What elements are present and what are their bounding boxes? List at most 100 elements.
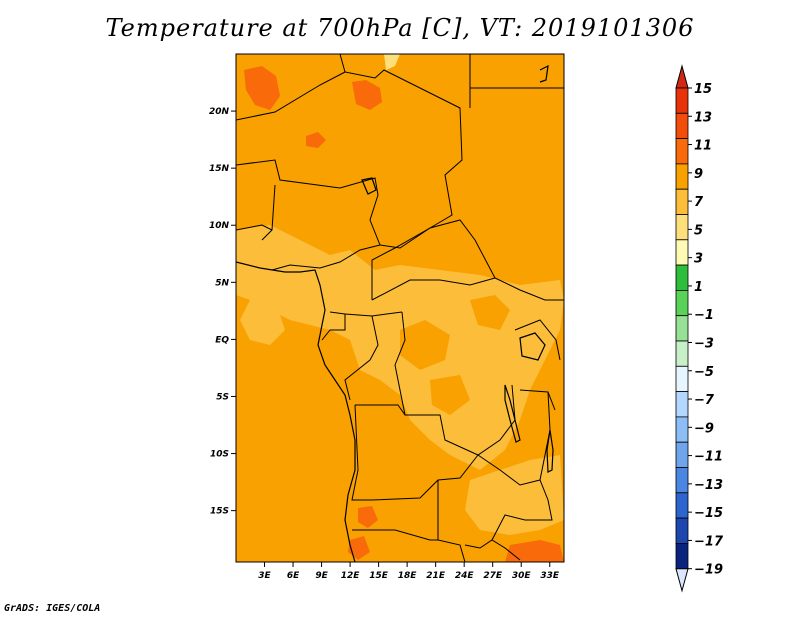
lat-tick-label: 15N: [209, 164, 230, 174]
colorbar-swatch: [675, 138, 689, 165]
border-line: [464, 539, 521, 561]
colorbar-label: 11: [694, 139, 712, 154]
map-frame: [235, 53, 565, 563]
colorbar-swatch: [675, 340, 689, 367]
lon-tick-label: 24E: [455, 571, 475, 581]
colorbar-bottom-arrow: [675, 568, 689, 593]
border-line: [351, 404, 479, 501]
border-line: [329, 311, 403, 317]
colorbar-swatch: [675, 492, 689, 519]
border-line: [321, 314, 346, 341]
hot-patch-sahara-west: [244, 66, 280, 110]
lon-tick-label: 9E: [315, 571, 328, 581]
colorbar-label: 7: [694, 195, 704, 210]
colorbar-label: −11: [694, 450, 723, 465]
border-line: [437, 480, 466, 562]
border-line: [344, 315, 379, 401]
lake-victoria: [519, 332, 546, 361]
longitude-axis: 3E 6E 9E 12E 15E 18E 21E 24E 27E 30E 33E: [258, 562, 560, 581]
border-line: [514, 319, 561, 361]
red-sea-coast: [539, 64, 549, 83]
temperature-shading: [236, 54, 564, 562]
colorbar-swatch: [675, 239, 689, 266]
coastlines: [236, 64, 554, 562]
colorbar-label: 3: [694, 252, 703, 267]
hot-patch-southeast: [505, 540, 564, 562]
colorbar-label: −5: [694, 365, 714, 380]
border-line: [236, 159, 381, 271]
colorbar-top-arrow: [675, 64, 689, 89]
colorbar: 15 13 11 9 7 5 3 1 −1 −3 −5 −7 −9 −11 −13 −15 −17 −19: [675, 64, 724, 593]
colorbar-swatch: [675, 264, 689, 291]
colorbar-label: −17: [694, 534, 724, 549]
lon-tick-label: 27E: [483, 571, 503, 581]
colorbar-swatch: [675, 315, 689, 342]
lat-tick-label: 10S: [210, 450, 229, 460]
lat-tick-label: 20N: [209, 107, 230, 117]
colorbar-label: −1: [694, 308, 714, 323]
hot-patch-namibia: [348, 536, 370, 560]
border-line: [236, 71, 346, 121]
colorbar-swatch: [675, 87, 689, 114]
lake-chad: [361, 177, 377, 195]
colorbar-swatch: [675, 214, 689, 241]
colorbar-label: −19: [694, 563, 723, 578]
colorbar-label: −9: [694, 421, 714, 436]
lon-tick-label: 15E: [369, 571, 389, 581]
lon-tick-label: 21E: [426, 571, 446, 581]
coastline: [236, 261, 356, 562]
hot-patch-south: [430, 375, 470, 415]
lon-tick-label: 6E: [287, 571, 300, 581]
colorbar-label: −15: [694, 506, 723, 521]
colorbar-swatch: [675, 188, 689, 215]
border-line: [355, 404, 406, 416]
hot-patch-angola: [358, 506, 378, 528]
border-line: [371, 277, 496, 301]
cool-patch-north: [384, 54, 400, 70]
lake-tanganyika: [504, 384, 521, 443]
warm-region-south-east: [465, 455, 564, 535]
colorbar-label: 13: [694, 110, 712, 125]
colorbar-swatch: [675, 543, 689, 570]
colorbar-label: −7: [694, 393, 715, 408]
lat-tick-label: 5S: [216, 392, 229, 402]
warm-region-congo: [240, 300, 285, 345]
lat-tick-label: 15S: [210, 507, 229, 517]
hot-patch-central: [400, 320, 450, 370]
hot-patch-sahara-small: [306, 132, 326, 148]
colorbar-swatch: [675, 441, 689, 468]
lon-tick-label: 3E: [258, 571, 271, 581]
colorbar-swatch: [675, 391, 689, 418]
border-line: [379, 219, 564, 301]
colorbar-swatch: [675, 289, 689, 317]
colorbar-swatch: [675, 467, 689, 494]
lat-tick-label: 5N: [215, 278, 229, 288]
lon-tick-label: 33E: [540, 571, 560, 581]
colorbar-swatch: [675, 365, 689, 392]
border-line: [236, 224, 273, 231]
colorbar-label: −13: [694, 478, 723, 493]
colorbar-label: 15: [694, 82, 712, 97]
lake-malawi: [546, 429, 554, 473]
colorbar-label: −3: [694, 336, 714, 351]
footer-credit: GrADS: IGES/COLA: [4, 603, 101, 614]
colorbar-swatch: [675, 517, 689, 544]
border-line: [477, 454, 553, 541]
colorbar-label: 5: [694, 223, 703, 238]
border-line: [394, 311, 516, 456]
country-borders: [236, 54, 564, 562]
colorbar-label: 9: [694, 167, 703, 182]
border-line: [352, 529, 438, 541]
colorbar-label: 1: [694, 280, 703, 295]
lat-tick-label: EQ: [215, 335, 229, 345]
map-title: Temperature at 700hPa [C], VT: 201910130…: [105, 14, 695, 42]
lon-tick-label: 18E: [398, 571, 418, 581]
colorbar-swatch: [675, 163, 689, 190]
border-line: [339, 54, 463, 300]
hot-patch-east: [470, 295, 510, 330]
lon-tick-label: 30E: [512, 571, 532, 581]
colorbar-swatch: [675, 416, 689, 443]
colorbar-swatch: [675, 112, 689, 140]
hot-patch-sahara-central: [352, 80, 382, 110]
